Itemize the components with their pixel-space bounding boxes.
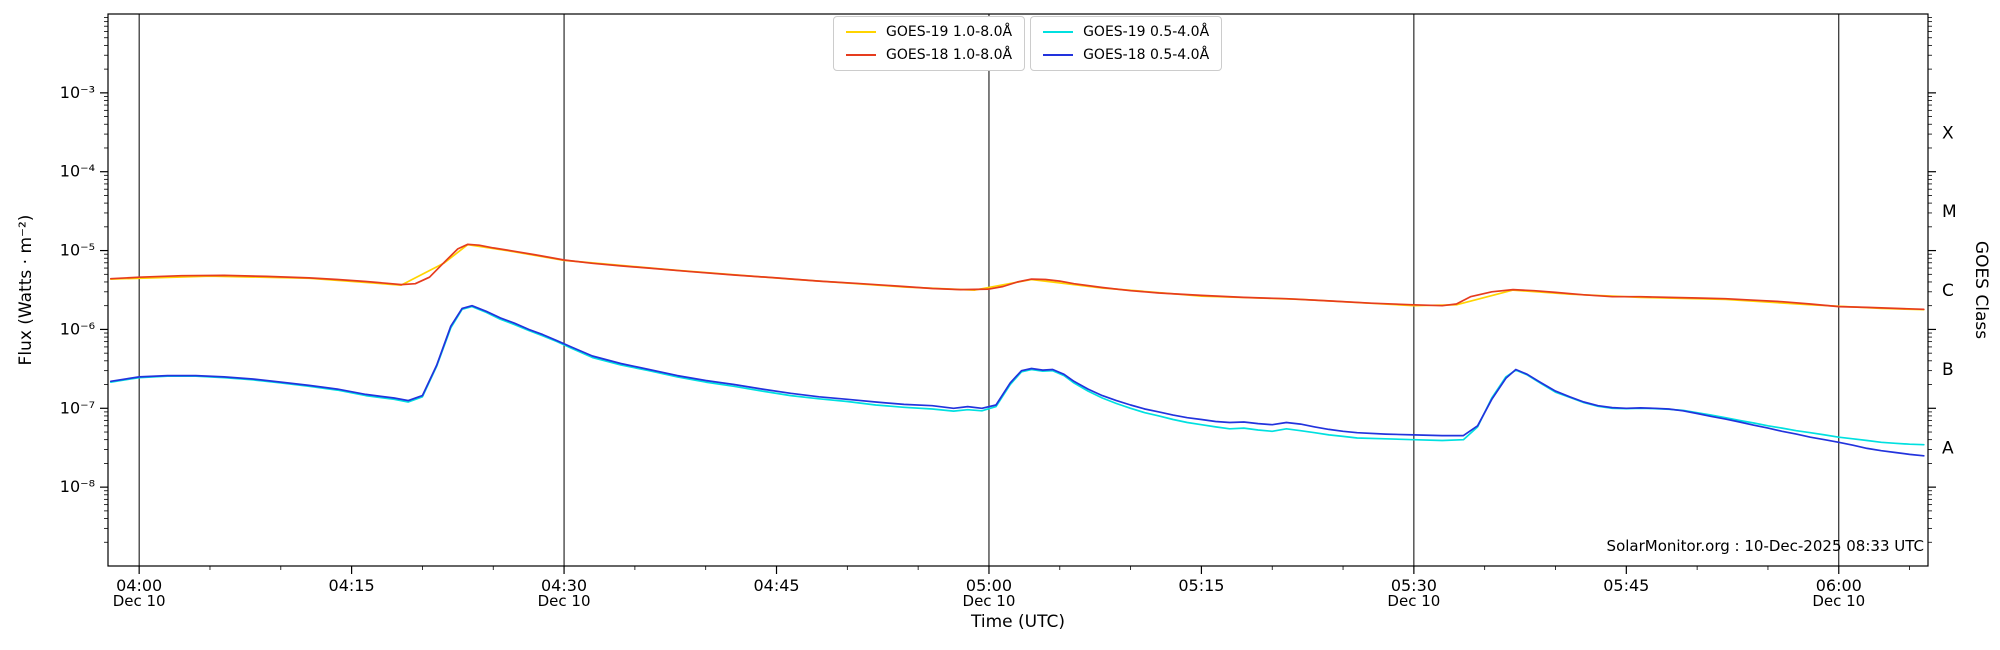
x-date-label: Dec 10 [538,592,591,610]
goes-class-label: B [1942,360,1954,380]
x-tick-label: 04:30 [541,576,587,595]
x-tick-label: 06:00 [1816,576,1862,595]
x-tick-label: 05:00 [966,576,1012,595]
y-axis-label: Flux (Watts · m⁻²) [16,214,36,366]
series-GOES-18 1.0-8.0Å [109,243,1925,311]
goes18-long-swatch [846,54,876,56]
legend-label: GOES-19 0.5-4.0Å [1083,24,1210,40]
legend-box-short-channel: GOES-19 0.5-4.0Å GOES-18 0.5-4.0Å [1030,16,1223,71]
x-date-label: Dec 10 [1812,592,1865,610]
goes19-short-swatch [1043,31,1074,33]
x-tick-label: 04:45 [753,576,799,595]
y-tick-label: 10⁻⁵ [60,241,95,260]
y-tick-label: 10⁻⁸ [60,477,95,496]
y-tick-label: 10⁻³ [60,83,95,102]
goes-class-label: A [1942,439,1954,459]
x-date-label: Dec 10 [1387,592,1440,610]
x-tick-label: 05:45 [1603,576,1649,595]
legend-label: GOES-18 1.0-8.0Å [886,47,1013,63]
goes19-long-swatch [846,31,876,33]
x-axis-label: Time (UTC) [971,612,1065,632]
legend-item: GOES-18 1.0-8.0Å [846,47,1012,63]
x-tick-label: 04:00 [116,576,162,595]
y-tick-label: 10⁻⁷ [60,398,95,417]
x-date-label: Dec 10 [113,592,166,610]
right-axis-label: GOES Class [1971,240,1991,340]
legend-item: GOES-18 0.5-4.0Å [1043,47,1209,63]
legend-label: GOES-18 0.5-4.0Å [1083,47,1210,63]
goes18-short-swatch [1043,54,1074,56]
legend-item: GOES-19 0.5-4.0Å [1043,24,1209,40]
chart-legend: GOES-19 1.0-8.0Å GOES-18 1.0-8.0Å GOES-1… [833,16,1223,71]
y-tick-label: 10⁻⁴ [60,162,95,181]
solarmonitor-credit: SolarMonitor.org : 10-Dec-2025 08:33 UTC [1606,537,1924,555]
series-GOES-18 0.5-4.0Å [109,304,1925,457]
x-tick-label: 04:15 [329,576,375,595]
y-tick-label: 10⁻⁶ [60,319,95,338]
legend-box-long-channel: GOES-19 1.0-8.0Å GOES-18 1.0-8.0Å [833,16,1026,71]
series-GOES-19 1.0-8.0Å [109,243,1925,311]
goes-class-label: M [1942,202,1957,222]
x-date-label: Dec 10 [963,592,1016,610]
goes-class-label: C [1942,281,1954,301]
x-tick-label: 05:30 [1391,576,1437,595]
goes-class-label: X [1942,123,1954,143]
legend-item: GOES-19 1.0-8.0Å [846,24,1012,40]
x-tick-label: 05:15 [1178,576,1224,595]
plot-frame [107,13,1929,567]
legend-label: GOES-19 1.0-8.0Å [886,24,1013,40]
